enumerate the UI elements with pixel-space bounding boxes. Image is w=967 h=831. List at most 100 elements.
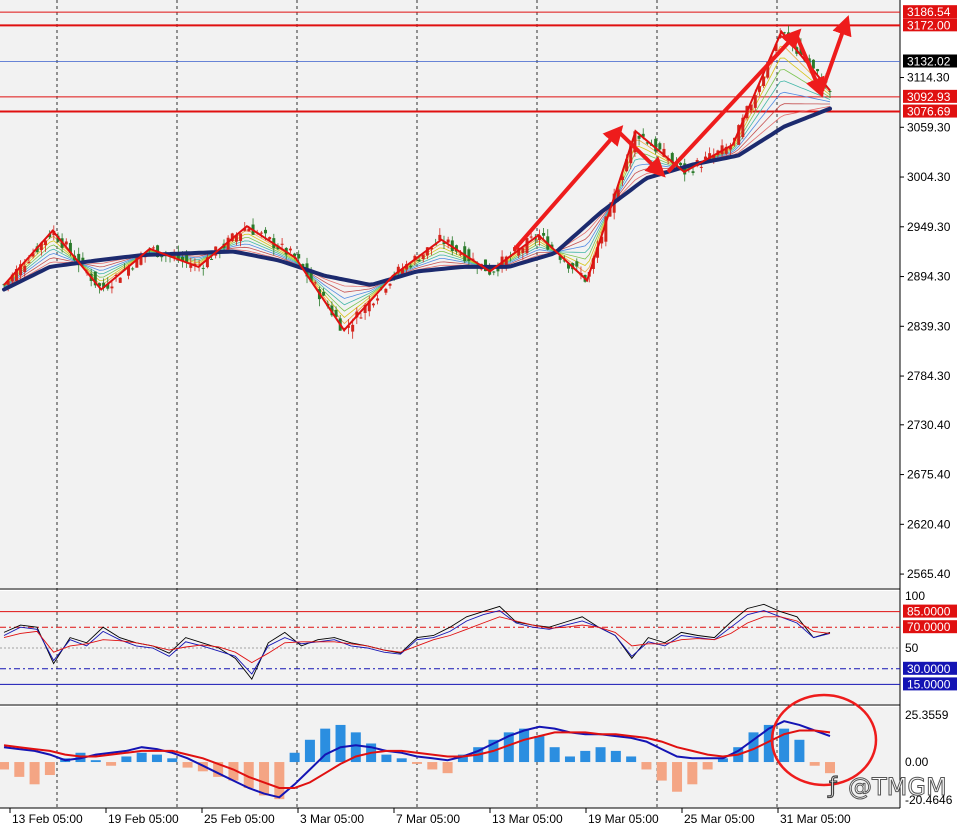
- candle-body: [127, 266, 131, 276]
- candle-body: [139, 254, 143, 265]
- candle-body: [106, 283, 110, 289]
- candle-body: [770, 56, 774, 58]
- candle-body: [658, 143, 662, 150]
- candle-body: [359, 317, 363, 319]
- candle-body: [492, 271, 496, 273]
- candle-body: [19, 264, 23, 276]
- candle-body: [102, 282, 106, 288]
- candle-body: [405, 264, 409, 270]
- macd-histogram-bar: [519, 728, 530, 763]
- macd-tick-label: 25.3559: [905, 708, 949, 722]
- candle-body: [93, 271, 97, 286]
- oscillator-tick-label: 50: [905, 641, 919, 655]
- macd-tick-label: -20.4646: [905, 793, 953, 807]
- candle-body: [363, 305, 367, 314]
- macd-tick-label: 0.00: [905, 755, 929, 769]
- macd-histogram-bar: [412, 762, 422, 764]
- price-tick-label: 2839.30: [907, 319, 951, 333]
- candle-body: [567, 263, 571, 269]
- candle-body: [625, 159, 629, 172]
- current-price-label: 3132.02: [907, 54, 951, 68]
- candle-body: [575, 261, 579, 267]
- candle-body: [463, 246, 467, 262]
- macd-histogram-bar: [90, 760, 101, 763]
- oscillator-level-label: 70.0000: [907, 620, 951, 634]
- time-tick-label: 31 Mar 05:00: [780, 812, 851, 826]
- oscillator-level-box: [903, 677, 957, 691]
- candle-body: [14, 269, 18, 282]
- candle-body: [180, 256, 184, 261]
- macd-histogram-bar: [259, 762, 270, 796]
- macd-histogram-bar: [106, 762, 117, 766]
- oscillator-level-box: [903, 604, 957, 618]
- macd-histogram-bar: [809, 762, 820, 766]
- level-label: 3186.54: [907, 5, 951, 19]
- macd-line: [3, 720, 831, 799]
- candle-body: [774, 44, 778, 51]
- candle-body: [504, 256, 508, 269]
- candle-body: [268, 237, 272, 240]
- candle-body: [77, 253, 81, 266]
- candle-body: [68, 242, 72, 254]
- candle-body: [371, 303, 375, 306]
- candle-body: [766, 61, 770, 78]
- candle-body: [828, 90, 832, 92]
- candle-body: [513, 247, 517, 252]
- candle-body: [753, 95, 757, 108]
- macd-histogram-bar: [641, 762, 652, 770]
- candle-body: [239, 233, 243, 241]
- candle-body: [347, 326, 351, 328]
- time-tick-label: 7 Mar 05:00: [396, 812, 460, 826]
- candle-body: [600, 236, 604, 244]
- candle-body: [496, 267, 500, 272]
- candle-body: [670, 153, 674, 163]
- macd-histogram-bar: [687, 762, 698, 785]
- candle-body: [666, 159, 670, 161]
- macd-histogram-bar: [151, 754, 162, 763]
- macd-histogram-bar: [549, 747, 560, 763]
- macd-histogram-bar: [580, 750, 591, 763]
- candle-body: [114, 274, 118, 276]
- oscillator-line: [3, 610, 831, 675]
- candle-body: [691, 171, 695, 173]
- oscillator-tick-label: 100: [905, 589, 925, 603]
- price-tick-label: 2620.40: [907, 517, 951, 531]
- price-tick-label: 2894.30: [907, 270, 951, 284]
- candle-body: [703, 156, 707, 160]
- candle-body: [39, 242, 43, 251]
- candle-body: [446, 239, 450, 243]
- macd-histogram-bar: [748, 732, 759, 763]
- candle-body: [10, 274, 14, 282]
- candle-body: [280, 243, 284, 245]
- candle-body: [413, 255, 417, 261]
- macd-histogram-bar: [427, 762, 438, 770]
- candle-body: [558, 255, 562, 260]
- candle-body: [396, 266, 400, 273]
- candle-body: [633, 131, 637, 153]
- zigzag-line: [3, 29, 831, 332]
- macd-histogram-bar: [289, 752, 300, 763]
- candle-body: [749, 104, 753, 111]
- time-tick-label: 19 Mar 05:00: [588, 812, 659, 826]
- candle-body: [662, 148, 666, 157]
- macd-histogram-bar: [564, 756, 575, 763]
- macd-histogram-bar: [274, 762, 285, 800]
- price-tick-label: 3114.30: [907, 71, 950, 85]
- level-label-box: [903, 104, 957, 118]
- macd-histogram-bar: [182, 762, 193, 768]
- candle-body: [645, 142, 649, 144]
- candle-body: [537, 235, 541, 241]
- macd-histogram-bar: [763, 724, 774, 763]
- candle-body: [135, 255, 139, 268]
- candle-body: [699, 166, 703, 168]
- macd-histogram-bar: [717, 758, 728, 763]
- macd-histogram-bar: [534, 736, 545, 763]
- candle-body: [118, 277, 122, 283]
- macd-histogram-bar: [503, 732, 514, 763]
- macd-histogram-bar: [121, 756, 132, 763]
- macd-histogram-bar: [213, 762, 224, 777]
- macd-histogram-bar: [243, 762, 254, 789]
- candle-body: [259, 232, 263, 234]
- candle-body: [741, 117, 745, 138]
